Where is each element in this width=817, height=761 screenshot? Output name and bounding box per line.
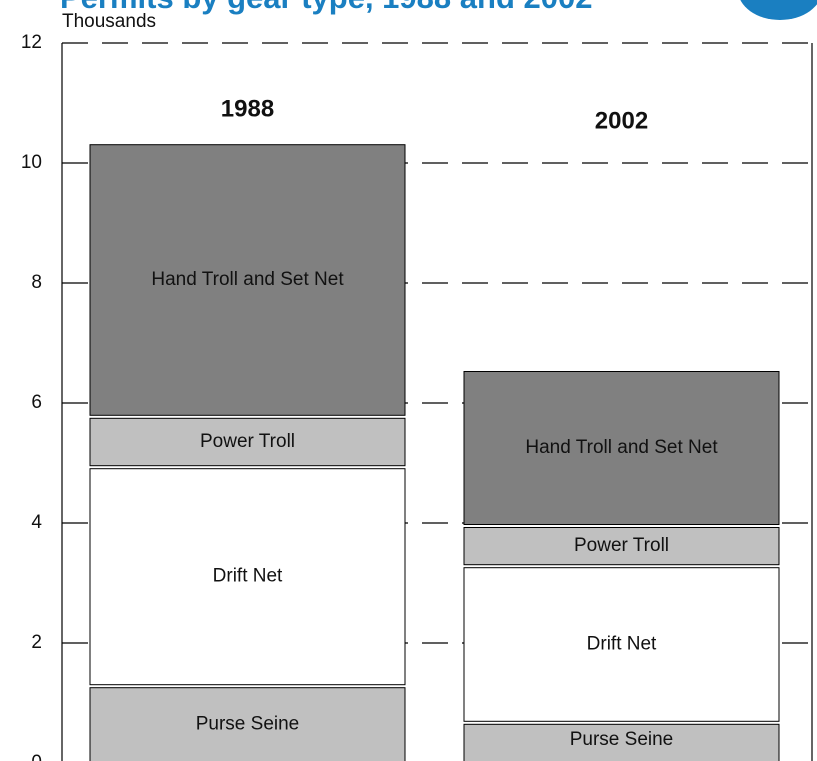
- y-axis-label: Thousands: [62, 11, 156, 32]
- y-tick-label: 12: [21, 32, 42, 53]
- segment-label: Purse Seine: [196, 714, 300, 735]
- segment-label: Power Troll: [200, 431, 295, 452]
- segment-label: Power Troll: [574, 535, 669, 556]
- y-tick-label: 2: [31, 632, 42, 653]
- segment-label: Drift Net: [213, 566, 283, 587]
- y-tick-label: 10: [21, 152, 42, 173]
- segment-label: Hand Troll and Set Net: [151, 269, 344, 290]
- y-tick-label: 4: [31, 512, 42, 533]
- bar-segment: [89, 687, 406, 761]
- bar-segment: [89, 144, 406, 416]
- y-tick-label: 0: [31, 752, 42, 761]
- segment-label: Drift Net: [587, 634, 657, 655]
- category-label: 1988: [221, 95, 274, 122]
- bar-segment: [463, 371, 780, 525]
- segment-label: Hand Troll and Set Net: [525, 437, 718, 458]
- bar-segment: [463, 527, 780, 566]
- bar-segment: [89, 468, 406, 686]
- logo: [740, 0, 817, 20]
- y-tick-label: 6: [31, 392, 42, 413]
- y-tick-label: 8: [31, 272, 42, 293]
- bar-segment: [89, 417, 406, 467]
- category-label: 2002: [595, 107, 648, 134]
- segment-label: Purse Seine: [570, 729, 674, 750]
- bar-segment: [463, 723, 780, 761]
- bar-segment: [463, 567, 780, 722]
- chart-title: Permits by gear type, 1988 and 2002: [60, 0, 592, 15]
